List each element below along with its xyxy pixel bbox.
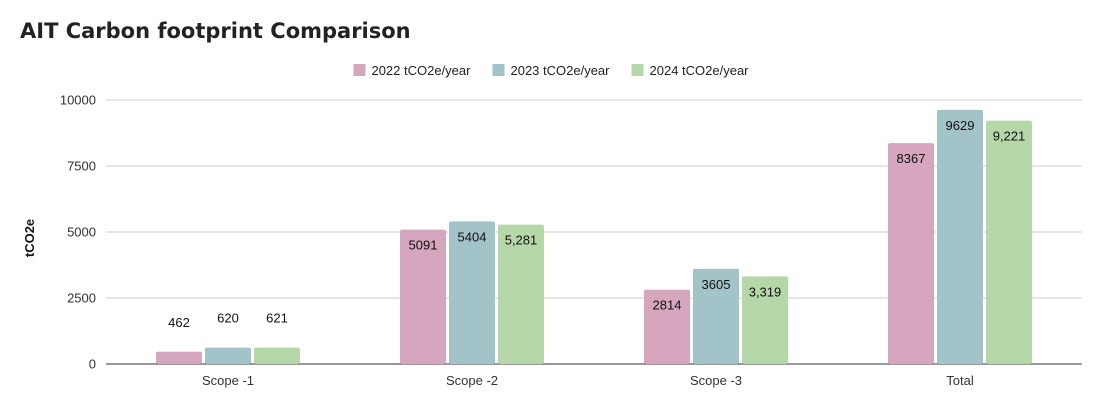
bar xyxy=(644,289,690,364)
x-axis-ticks: Scope -1 Scope -2 Scope -3 Total xyxy=(202,373,974,388)
legend-label: 2022 tCO2e/year xyxy=(371,63,471,78)
y-tick-label: 5000 xyxy=(67,225,96,240)
bar xyxy=(986,120,1032,364)
data-label: 621 xyxy=(266,311,288,326)
x-tick-label: Total xyxy=(946,373,974,388)
bar xyxy=(888,143,934,364)
legend-swatch xyxy=(631,64,644,76)
bar xyxy=(742,276,788,364)
data-label: 3,319 xyxy=(749,284,782,299)
legend-label: 2023 tCO2e/year xyxy=(510,63,610,78)
y-tick-label: 10000 xyxy=(60,93,96,108)
x-tick-label: Scope -1 xyxy=(202,373,254,388)
legend-label: 2024 tCO2e/year xyxy=(650,63,750,78)
bar xyxy=(498,224,544,364)
data-label: 8367 xyxy=(897,151,926,166)
bar xyxy=(693,268,739,364)
data-label: 462 xyxy=(168,315,190,330)
data-label: 620 xyxy=(217,311,239,326)
bar xyxy=(449,221,495,364)
data-label: 9,221 xyxy=(993,129,1026,144)
chart-title: AIT Carbon footprint Comparison xyxy=(20,19,411,43)
data-label: 5404 xyxy=(458,229,487,244)
bar xyxy=(156,351,202,364)
y-tick-label: 2500 xyxy=(67,291,96,306)
bars xyxy=(156,109,1032,364)
y-tick-label: 7500 xyxy=(67,159,96,174)
bar xyxy=(400,229,446,364)
legend: 2022 tCO2e/year 2023 tCO2e/year 2024 tCO2e… xyxy=(353,63,749,78)
data-label: 2814 xyxy=(653,298,682,313)
y-axis-title: tCO2e xyxy=(22,219,37,257)
bar xyxy=(937,109,983,364)
y-axis-ticks: 0 2500 5000 7500 10000 xyxy=(60,93,96,372)
legend-swatch xyxy=(353,64,366,76)
data-label: 3605 xyxy=(702,277,731,292)
bar xyxy=(205,347,251,364)
grid-lines xyxy=(106,99,1082,365)
x-tick-label: Scope -2 xyxy=(446,373,498,388)
data-label: 5091 xyxy=(409,238,438,253)
bar xyxy=(254,347,300,364)
data-label: 9629 xyxy=(946,118,975,133)
legend-swatch xyxy=(492,64,505,76)
data-label: 5,281 xyxy=(505,233,538,248)
x-tick-label: Scope -3 xyxy=(690,373,742,388)
data-labels: 462 620 621 5091 5404 5,281 2814 3605 3,319 8367 9… xyxy=(168,118,1025,330)
y-tick-label: 0 xyxy=(89,357,96,372)
